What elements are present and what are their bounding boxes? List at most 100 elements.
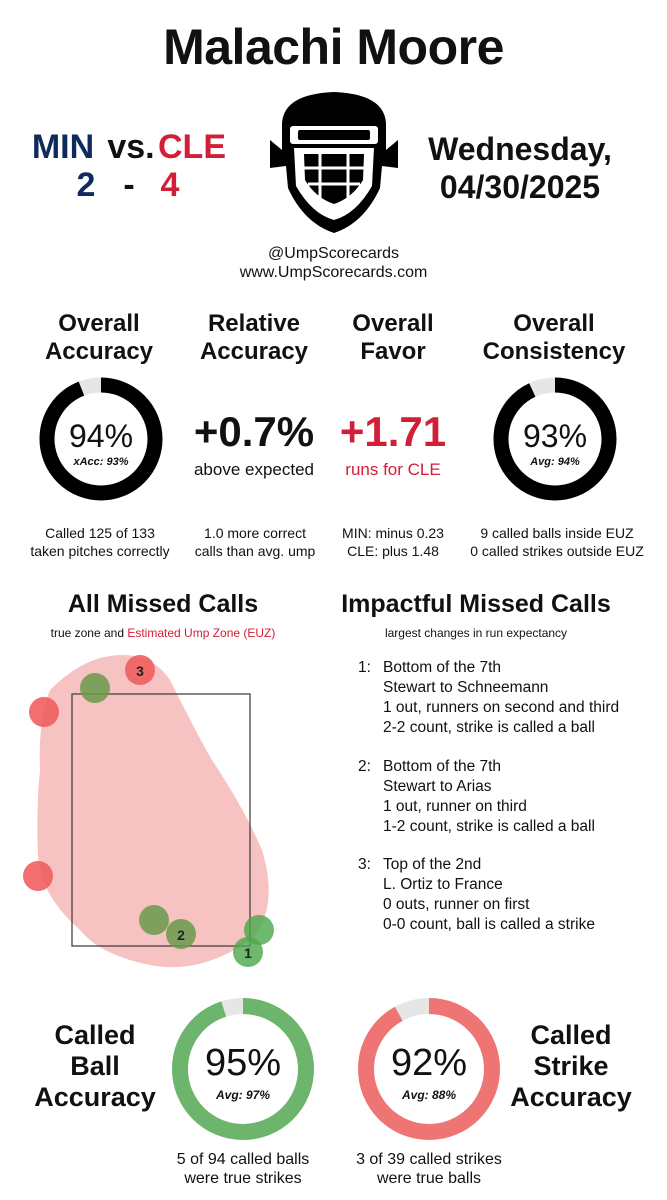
missed-ball-dot xyxy=(139,905,169,935)
title-line: Overall xyxy=(58,310,140,337)
note-line: Called 125 of 133 xyxy=(45,525,155,541)
umpire-mask-icon xyxy=(270,92,398,233)
note-line: 0 called strikes outside EUZ xyxy=(470,543,644,559)
overall-accuracy-xacc: xAcc: 93% xyxy=(73,456,129,468)
euz-label: Estimated Ump Zone (EUZ) xyxy=(127,626,276,640)
strike-zone xyxy=(71,693,251,947)
twitter-handle: @UmpScorecards xyxy=(268,245,399,262)
call-line: 0-0 count, ball is called a strike xyxy=(383,916,595,933)
missed-calls-title: All Missed Calls xyxy=(67,590,259,618)
note-line: 1.0 more correct xyxy=(204,525,306,541)
home-score: 4 xyxy=(160,166,180,204)
overall-accuracy-title: Overall Accuracy xyxy=(20,310,178,366)
title-line: Overall xyxy=(513,310,595,337)
label-line: Called xyxy=(530,1020,612,1050)
vs-label: vs. xyxy=(107,128,155,166)
called-strike-note: 3 of 39 called strikes were true balls xyxy=(334,1150,524,1188)
title-line: Accuracy xyxy=(199,338,309,365)
overall-consistency-value: 93% xyxy=(522,418,588,454)
called-ball-avg: Avg: 97% xyxy=(215,1088,271,1102)
relative-accuracy-sub: above expected xyxy=(193,460,315,479)
score-dash: - xyxy=(123,166,135,204)
title-line: Overall xyxy=(352,310,434,337)
overall-consistency-ring xyxy=(493,377,617,501)
called-ball-value: 95% xyxy=(204,1042,282,1084)
date-weekday: Wednesday, xyxy=(428,131,612,167)
missed-ball-dot xyxy=(80,673,110,703)
call-line: Bottom of the 7th xyxy=(383,758,502,775)
call-number: 2: xyxy=(358,758,371,775)
call-number: 3: xyxy=(358,856,371,873)
note-line: 5 of 94 called balls xyxy=(176,1151,310,1168)
called-strike-avg: Avg: 88% xyxy=(401,1088,457,1102)
missed-calls-plot: 3 2 1 xyxy=(23,655,274,968)
note-line: were true strikes xyxy=(184,1170,302,1187)
home-team: CLE xyxy=(158,128,226,166)
overall-accuracy-ring xyxy=(39,377,163,501)
true-zone-label: true zone and xyxy=(50,626,124,640)
overall-consistency-title: Overall Consistency xyxy=(466,310,642,366)
note-line: were true balls xyxy=(376,1170,482,1187)
called-strike-value: 92% xyxy=(390,1042,468,1084)
favor-value: +1.71 xyxy=(339,408,447,455)
umpire-name: Malachi Moore xyxy=(163,19,504,75)
impactful-call-3: 3: Top of the 2nd L. Ortiz to France 0 ou… xyxy=(358,855,658,935)
impactful-title: Impactful Missed Calls xyxy=(341,590,611,618)
call-label-1: 1 xyxy=(244,945,252,961)
call-line: Stewart to Schneemann xyxy=(383,679,549,696)
relative-accuracy-value: +0.7% xyxy=(193,408,315,455)
note-line: MIN: minus 0.23 xyxy=(342,525,444,541)
relative-accuracy-title: Relative Accuracy xyxy=(176,310,332,366)
call-number: 1: xyxy=(358,659,371,676)
website-link[interactable]: www.UmpScorecards.com xyxy=(239,264,428,281)
call-line: 0 outs, runner on first xyxy=(383,896,530,913)
title-line: Accuracy xyxy=(44,338,154,365)
called-strike-label: Called Strike Accuracy xyxy=(496,1020,646,1113)
called-ball-label: Called Ball Accuracy xyxy=(20,1020,170,1113)
away-score: 2 xyxy=(76,166,96,204)
call-line: L. Ortiz to France xyxy=(383,876,503,893)
missed-ball-dot xyxy=(166,919,196,949)
impactful-call-2: 2: Bottom of the 7th Stewart to Arias 1 o… xyxy=(358,757,658,837)
call-line: 1 out, runner on third xyxy=(383,798,527,815)
overall-consistency-note: 9 called balls inside EUZ 0 called strik… xyxy=(452,524,662,560)
note-line: taken pitches correctly xyxy=(30,543,170,559)
euz-area xyxy=(37,655,269,968)
label-line: Accuracy xyxy=(510,1082,632,1112)
label-line: Strike xyxy=(533,1051,609,1081)
missed-calls-sub: true zone and Estimated Ump Zone (EUZ) xyxy=(20,626,306,640)
overall-consistency-avg: Avg: 94% xyxy=(530,456,580,468)
call-line: 1 out, runners on second and third xyxy=(383,699,620,716)
note-line: 3 of 39 called strikes xyxy=(356,1151,502,1168)
date-value: 04/30/2025 xyxy=(439,169,601,205)
title-line: Favor xyxy=(360,338,426,365)
note-line: 9 called balls inside EUZ xyxy=(480,525,634,541)
missed-strike-dot xyxy=(23,861,53,891)
missed-ball-dot xyxy=(233,937,263,967)
overall-favor-title: Overall Favor xyxy=(330,310,456,366)
overall-accuracy-value: 94% xyxy=(68,418,134,454)
relative-accuracy-note: 1.0 more correct calls than avg. ump xyxy=(182,524,328,560)
call-line: Stewart to Arias xyxy=(383,778,492,795)
note-line: calls than avg. ump xyxy=(194,543,316,559)
label-line: Accuracy xyxy=(34,1082,156,1112)
overall-accuracy-note: Called 125 of 133 taken pitches correctl… xyxy=(10,524,190,560)
called-ball-ring xyxy=(172,998,314,1140)
away-team: MIN xyxy=(31,128,95,166)
title-line: Consistency xyxy=(482,338,626,365)
impactful-call-1: 1: Bottom of the 7th Stewart to Schneeman… xyxy=(358,658,658,738)
call-label-2: 2 xyxy=(177,927,185,943)
call-label-3: 3 xyxy=(136,663,144,679)
missed-strike-dot xyxy=(29,697,59,727)
missed-strike-dot xyxy=(125,655,155,685)
called-strike-ring xyxy=(358,998,500,1140)
call-line: 1-2 count, strike is called a ball xyxy=(383,818,595,835)
overall-favor-note: MIN: minus 0.23 CLE: plus 1.48 xyxy=(326,524,460,560)
call-line: Bottom of the 7th xyxy=(383,659,502,676)
label-line: Called xyxy=(54,1020,136,1050)
favor-sub: runs for CLE xyxy=(345,460,441,479)
label-line: Ball xyxy=(70,1051,120,1081)
note-line: CLE: plus 1.48 xyxy=(347,543,439,559)
called-ball-note: 5 of 94 called balls were true strikes xyxy=(148,1150,338,1188)
call-line: Top of the 2nd xyxy=(383,856,482,873)
